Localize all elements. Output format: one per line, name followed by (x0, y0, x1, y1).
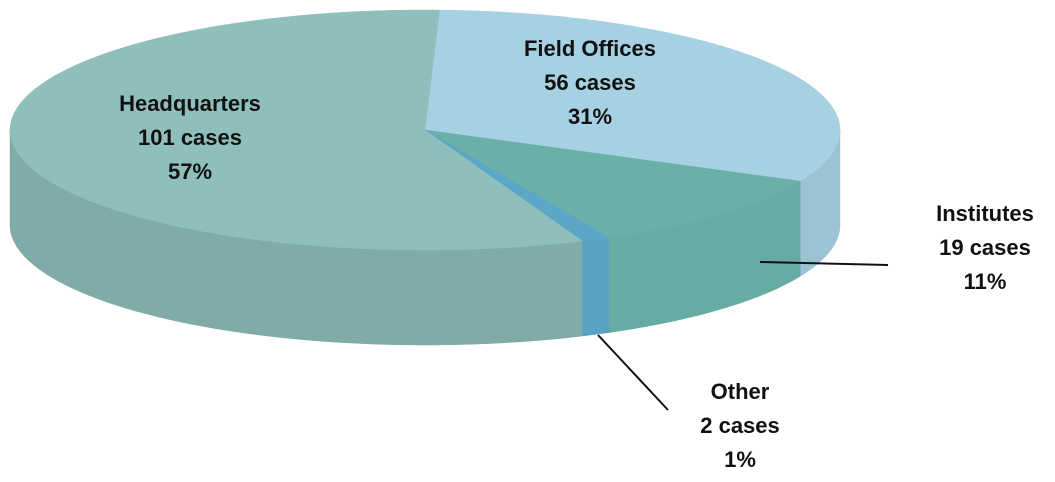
percent-label: 57% (168, 159, 212, 184)
slice-top (424, 9, 841, 182)
slice-label: Headquarters (119, 91, 261, 116)
slice-top (9, 9, 583, 251)
slice-top (424, 129, 610, 242)
slice-label: Other (711, 379, 770, 404)
count-label: 19 cases (939, 235, 1031, 260)
count-label: 101 cases (138, 125, 242, 150)
slice-label: Institutes (936, 201, 1034, 226)
percent-label: 31% (568, 104, 612, 129)
leader-line (597, 334, 669, 411)
percent-label: 11% (964, 269, 1007, 294)
percent-label: 1% (724, 447, 756, 472)
leader-line (759, 261, 889, 266)
count-label: 2 cases (700, 413, 780, 438)
slice-label: Field Offices (524, 36, 656, 61)
slice-side (582, 237, 610, 337)
slice-top (424, 129, 802, 238)
count-label: 56 cases (544, 70, 636, 95)
